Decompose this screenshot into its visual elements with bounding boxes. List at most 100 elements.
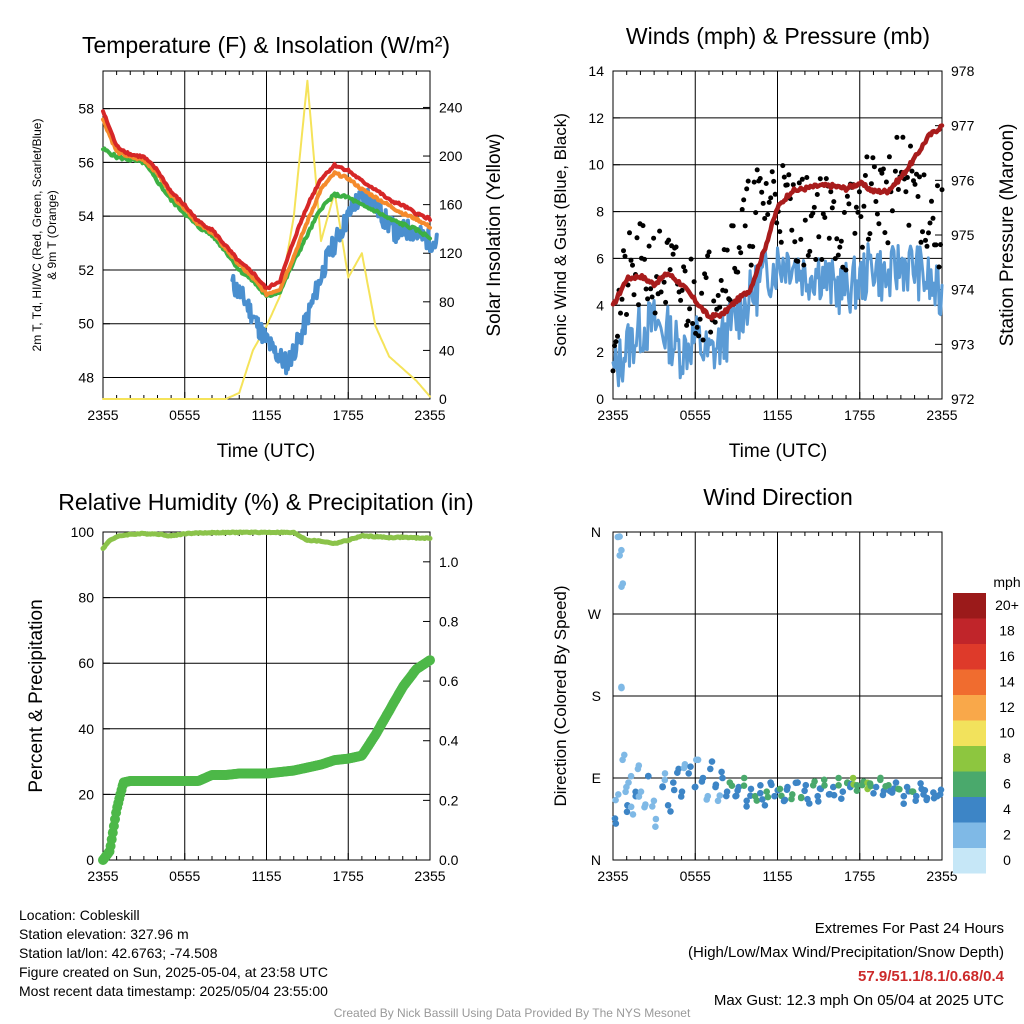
wind-gust-point	[936, 264, 942, 270]
wind-gust-point	[795, 258, 801, 264]
wind-ytick-label: 14	[588, 63, 604, 79]
wind-gust-point	[643, 286, 649, 292]
dir-point	[872, 783, 880, 791]
wind-gust-point	[856, 189, 862, 195]
wind-gust-point	[835, 252, 841, 258]
rh-series-rh	[100, 529, 433, 551]
dir-point	[743, 803, 750, 810]
wind-gust-point	[642, 256, 647, 262]
dir-legend-swatch	[953, 720, 986, 746]
wind-gust-point	[859, 244, 865, 250]
dir-point	[776, 785, 784, 793]
recent-timestamp: Most recent data timestamp: 2025/05/04 2…	[19, 983, 328, 999]
wind-gust-point	[645, 296, 651, 302]
wind-gust-point	[895, 187, 901, 192]
dir-ylabel: Direction (Colored By Speed)	[551, 585, 570, 806]
dir-point	[797, 793, 805, 801]
dir-ytick-label: E	[592, 770, 601, 786]
wind-gust-point	[685, 318, 691, 324]
wind-gust-point	[915, 194, 921, 199]
wind-xtick-label: 2355	[926, 407, 957, 423]
wind-ytick-label: 6	[596, 250, 604, 266]
dir-point	[629, 811, 637, 818]
dir-legend-unit: mph	[993, 574, 1020, 590]
wind-gust-point	[613, 339, 619, 345]
dir-point	[892, 779, 900, 786]
dir-legend-label: 8	[1003, 750, 1011, 766]
dir-legend-label: 2	[1003, 827, 1011, 843]
dir-point	[835, 774, 842, 782]
wind-gust-point	[712, 319, 718, 325]
wind-gust-point	[745, 178, 751, 184]
wind-gust-point	[889, 208, 895, 214]
dir-legend-label: 18	[999, 623, 1015, 639]
station-info: Location: Cobleskill Station elevation: …	[19, 906, 328, 1001]
wind-gust-point	[880, 166, 886, 172]
dir-point	[743, 797, 750, 805]
dir-point	[612, 796, 619, 804]
dir-point	[802, 781, 810, 789]
wind-gust-point	[822, 215, 828, 220]
rh-ytick-label: 40	[78, 721, 94, 737]
dir-point	[687, 763, 694, 770]
dir-legend-label: 0	[1003, 852, 1011, 868]
dir-legend-swatch	[953, 822, 986, 848]
wind-gust-point	[612, 343, 617, 349]
dir-point	[931, 793, 939, 800]
dir-legend-swatch	[953, 593, 986, 619]
temp-xtick-label: 0555	[169, 407, 200, 423]
dir-point	[937, 786, 945, 794]
dir-xtick-label: 1155	[762, 868, 792, 884]
dir-point	[650, 797, 658, 805]
temp-ytick-right-label: 40	[439, 342, 455, 358]
wind-ylabel: Sonic Wind & Gust (Blue, Black)	[551, 113, 570, 357]
rh-ytick-label: 20	[78, 786, 94, 802]
wind-gust-point	[763, 181, 769, 186]
dir-xtick-label: 0555	[680, 868, 711, 884]
wind-gust-point	[711, 298, 717, 304]
wind-gust-point	[802, 217, 808, 223]
dir-point	[661, 770, 669, 777]
wind-gust-point	[691, 279, 697, 285]
wind-gust-point	[807, 248, 813, 254]
dir-point	[801, 787, 808, 795]
rh-ytick-right-label: 0.0	[439, 852, 459, 868]
wind-gust-point	[792, 239, 798, 245]
wind-gust-point	[715, 293, 721, 298]
wind-gust-point	[738, 250, 744, 256]
dir-point	[625, 779, 632, 786]
temp-ytick-label: 48	[78, 369, 94, 385]
wind-gust-point	[622, 253, 628, 259]
wind-gust-point	[658, 289, 664, 295]
dir-point	[912, 797, 919, 804]
dir-point	[740, 774, 748, 782]
wind-gust-point	[927, 220, 933, 226]
wind-gust-point	[630, 262, 635, 268]
temp-series-solar	[102, 79, 431, 400]
dir-point	[618, 684, 625, 692]
rh-ytick-right-label: 1.0	[439, 554, 459, 570]
temp-ytick-right-label: 200	[439, 148, 463, 164]
wind-gust-point	[798, 236, 804, 242]
dir-point	[716, 792, 724, 799]
wind-gust-point	[906, 222, 912, 228]
dir-ytick-label: W	[588, 606, 602, 622]
wind-gust-point	[705, 253, 711, 259]
extremes-box: Extremes For Past 24 Hours (High/Low/Max…	[688, 917, 1004, 1013]
wind-gust-point	[834, 236, 840, 242]
wind-gust-point	[886, 154, 892, 160]
wind-gust-point	[900, 134, 906, 140]
wind-gust-point	[921, 172, 927, 178]
dir-point	[900, 800, 907, 807]
station-elevation: Station elevation: 327.96 m	[19, 926, 189, 942]
wind-gust-point	[784, 182, 790, 188]
wind-gust-point	[696, 333, 702, 339]
dir-point	[896, 786, 903, 793]
rh-xtick-label: 1755	[333, 868, 364, 884]
dir-point	[792, 779, 800, 787]
wind-gust-point	[777, 229, 783, 235]
wind-gust-point	[844, 193, 850, 199]
wind-gust-point	[771, 178, 777, 184]
wind-gust-point	[649, 294, 655, 300]
dir-point	[814, 792, 821, 800]
